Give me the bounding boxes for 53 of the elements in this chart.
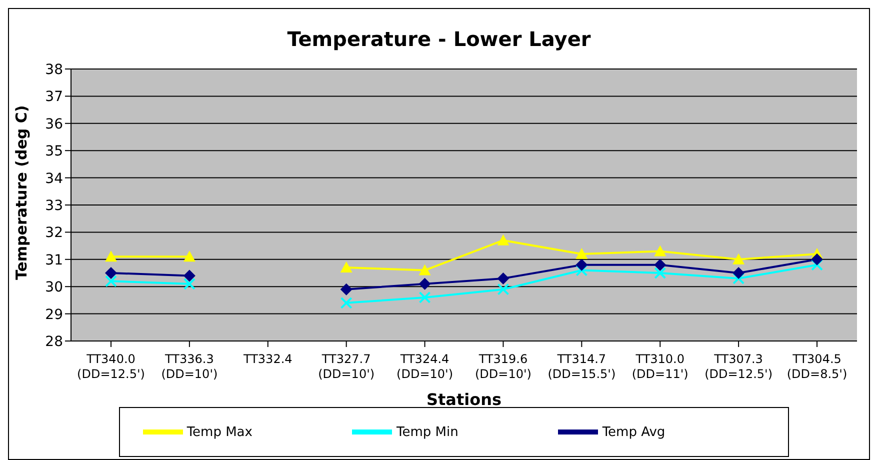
y-tick-label: 36 [45, 116, 64, 132]
point [497, 283, 510, 296]
legend-label: Temp Min [396, 424, 458, 440]
x-tick-label: TT314.7 (DD=15.5') [548, 352, 616, 381]
point [811, 253, 823, 266]
point [576, 258, 588, 271]
x-tick-label: TT324.4 (DD=10') [396, 352, 454, 381]
point [418, 291, 431, 304]
y-axis-title: Temperature (deg C) [12, 105, 30, 280]
y-tick-label: 29 [45, 306, 63, 323]
point [732, 253, 745, 264]
point [654, 245, 666, 256]
point [732, 267, 745, 279]
y-tick-label: 34 [45, 170, 64, 187]
legend-label: Temp Max [186, 424, 252, 440]
point [340, 262, 352, 273]
y-tick-label: 32 [45, 225, 63, 242]
point [105, 275, 117, 288]
x-tick-label: TT327.7 (DD=10') [318, 352, 375, 381]
chart-title: Temperature - Lower Layer [286, 26, 592, 53]
point [576, 248, 588, 259]
y-tick-label: 30 [45, 280, 63, 296]
y-tick-label: 31 [45, 252, 63, 268]
point [105, 267, 117, 279]
point [183, 278, 196, 290]
x-tick-label: TT307.3 (DD=12.5') [704, 352, 773, 381]
point [576, 264, 588, 276]
point [183, 270, 196, 282]
point [105, 250, 117, 262]
x-tick-label: TT336.3 (DD=10') [161, 352, 218, 381]
x-tick-label: TT332.4 [242, 352, 292, 366]
x-tick-label: TT340.0 (DD=12.5') [77, 352, 145, 381]
y-tick-label: 28 [45, 334, 63, 350]
point [497, 272, 510, 284]
point [497, 234, 510, 246]
y-tick-label: 33 [45, 198, 63, 214]
x-tick-label: TT310.0 (DD=11') [632, 352, 688, 381]
point [183, 250, 196, 262]
point [811, 258, 823, 271]
point [418, 278, 431, 290]
point [654, 267, 666, 279]
x-tick-label: TT304.5 (DD=8.5') [786, 352, 848, 381]
point [654, 258, 666, 271]
legend-label: Temp Avg [602, 424, 666, 440]
point [340, 296, 352, 309]
y-tick-label: 38 [45, 62, 63, 78]
point [418, 264, 431, 276]
x-axis-title: Stations [426, 390, 502, 409]
y-tick-label: 37 [45, 89, 63, 106]
y-tick-label: 35 [45, 144, 63, 160]
x-tick-label: TT319.6 (DD=10') [474, 352, 532, 381]
point [340, 283, 352, 296]
point [732, 272, 745, 284]
